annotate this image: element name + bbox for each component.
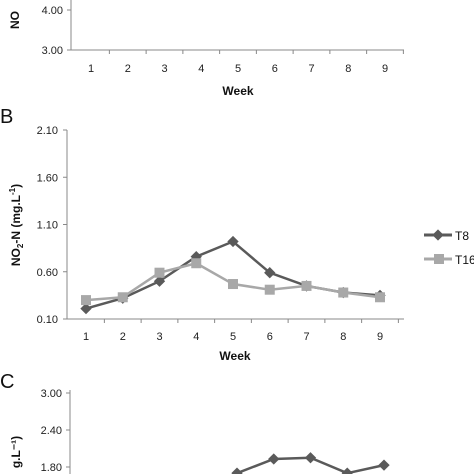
x-tick-label: 5 xyxy=(230,331,236,343)
y-tick-label: 4.00 xyxy=(42,5,63,17)
panel-a-ylabel: NO xyxy=(8,11,22,29)
panel-b-ylabel: NO2-N (mg.L-1) xyxy=(8,184,25,266)
data-point-t16 xyxy=(228,279,238,290)
panel-a: NO 4.00 3.00 1 2 3 4 5 6 7 8 9 Week xyxy=(8,0,404,98)
data-point-t16 xyxy=(338,287,349,298)
x-tick-label: 8 xyxy=(340,331,346,343)
data-point-t16 xyxy=(264,284,275,295)
y-tick-label: 3.00 xyxy=(41,388,62,400)
x-tick-label: 6 xyxy=(267,331,273,343)
data-point-t16 xyxy=(301,280,312,291)
legend-t16-label: T16 xyxy=(455,253,474,267)
y-tick-label: 2.10 xyxy=(37,125,58,137)
series-line-t8 xyxy=(85,240,381,310)
panel-c: C g.L⁻¹) 3.00 2.40 1.80 xyxy=(0,371,390,474)
data-point-t8 xyxy=(264,267,276,279)
x-tick-label: 9 xyxy=(382,63,388,75)
data-point-t8 xyxy=(268,453,280,465)
data-point-t16 xyxy=(81,295,91,306)
x-tick-label: 7 xyxy=(303,331,309,343)
panel-b-xlabel: Week xyxy=(219,349,250,363)
y-tick-label: 0.10 xyxy=(37,314,58,326)
x-tick-label: 6 xyxy=(272,63,278,75)
y-tick-label: 1.80 xyxy=(41,462,62,474)
data-point-t8 xyxy=(153,275,166,287)
panel-c-label: C xyxy=(0,371,14,393)
y-tick-label: 0.60 xyxy=(37,267,58,279)
x-tick-label: 4 xyxy=(198,63,204,75)
x-tick-label: 8 xyxy=(345,63,351,75)
data-point-t16 xyxy=(117,292,128,303)
data-point-t8 xyxy=(227,235,239,248)
x-tick-label: 1 xyxy=(88,63,94,75)
x-tick-label: 5 xyxy=(235,63,241,75)
data-point-t8 xyxy=(378,459,390,471)
x-tick-label: 2 xyxy=(125,63,131,75)
x-tick-label: 9 xyxy=(377,331,383,343)
panel-b: B NO2-N (mg.L-1) 2.10 1.60 1.10 0.60 0.10 1 2… xyxy=(0,106,474,363)
y-tick-label: 1.10 xyxy=(37,220,58,232)
y-tick-label: 2.40 xyxy=(41,425,62,437)
data-point-t8 xyxy=(341,467,353,474)
legend: T8 T16 xyxy=(424,229,474,267)
x-tick-label: 2 xyxy=(120,331,126,343)
data-point-t8 xyxy=(231,467,243,474)
x-tick-label: 1 xyxy=(83,331,89,343)
panel-a-xlabel: Week xyxy=(222,84,253,98)
x-tick-label: 7 xyxy=(308,63,314,75)
x-tick-label: 3 xyxy=(161,63,167,75)
data-point-t8 xyxy=(304,452,317,464)
data-point-t16 xyxy=(154,267,165,278)
data-point-t16 xyxy=(191,258,202,269)
y-tick-label: 3.00 xyxy=(42,45,63,57)
panel-b-label: B xyxy=(0,106,13,128)
x-tick-label: 4 xyxy=(193,331,199,343)
legend-t16-marker xyxy=(434,254,444,264)
y-tick-label: 1.60 xyxy=(37,172,58,184)
x-tick-label: 3 xyxy=(156,331,162,343)
legend-t8-marker xyxy=(432,229,444,241)
legend-t8-label: T8 xyxy=(455,229,469,243)
data-point-t16 xyxy=(375,292,385,303)
panel-c-ylabel: g.L⁻¹) xyxy=(9,436,23,468)
